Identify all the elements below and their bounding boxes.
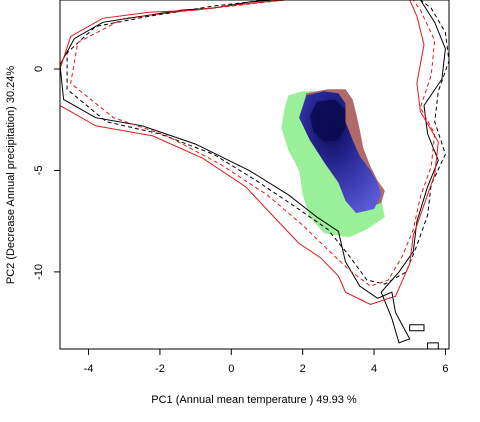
boundary-lines [60, 0, 449, 349]
x-tick-label: -4 [84, 363, 94, 375]
x-tick-label: 2 [300, 363, 306, 375]
density-regions [281, 89, 385, 238]
x-tick-label: 4 [371, 363, 377, 375]
y-tick-label: 0 [33, 66, 45, 72]
y-tick-label: -5 [33, 166, 45, 176]
boundary-line-black-solid [60, 0, 446, 344]
x-tick-label: 0 [228, 363, 234, 375]
y-axis: 0 -5 -10 [33, 66, 60, 280]
boundary-line-black-dashed [66, 0, 449, 285]
boundary-line-red-solid [60, 0, 439, 305]
boundary-fragment-2 [427, 342, 439, 349]
x-axis: -4 -2 0 2 4 6 [84, 349, 448, 375]
x-tick-label: 6 [442, 363, 448, 375]
boundary-line-red-dashed [70, 0, 436, 287]
plot-frame [59, 0, 450, 350]
boundary-fragment-1 [409, 324, 425, 332]
x-axis-title: PC1 (Annual mean temperature ) 49.93 % [151, 394, 357, 406]
x-tick-label: -2 [155, 363, 165, 375]
y-axis-title: PC2 (Decrease Annual precipitation) 30.2… [5, 66, 17, 285]
density-region-blue-dark [309, 99, 346, 142]
y-tick-label: -10 [33, 264, 45, 280]
